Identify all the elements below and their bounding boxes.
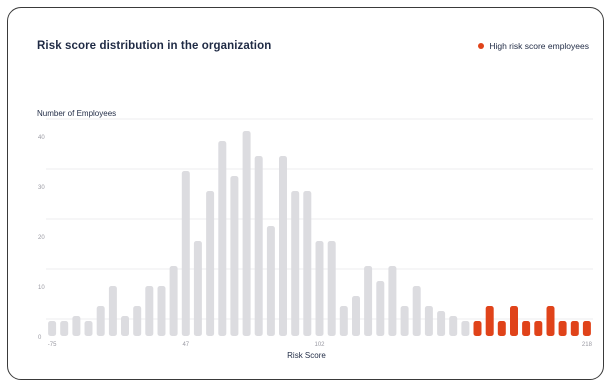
bar-high-risk xyxy=(497,321,506,336)
bar-layer xyxy=(48,131,591,336)
bar-high-risk xyxy=(582,321,591,336)
bar xyxy=(133,306,142,336)
bar xyxy=(108,286,117,336)
x-tick-label: -75 xyxy=(48,342,57,348)
y-axis-label: Number of Employees xyxy=(37,109,117,118)
bar-high-risk xyxy=(534,321,543,336)
y-tick-label: 40 xyxy=(38,135,45,141)
bar-high-risk xyxy=(473,321,482,336)
chart-title: Risk score distribution in the organizat… xyxy=(37,40,272,52)
x-axis-label: Risk Score xyxy=(287,351,326,360)
y-tick-label: 10 xyxy=(38,285,45,291)
bar xyxy=(218,141,227,336)
bar xyxy=(60,321,69,336)
x-tick-label: 47 xyxy=(182,342,189,348)
bar xyxy=(303,191,312,336)
bar xyxy=(461,321,470,336)
bar xyxy=(145,286,154,336)
bar-high-risk xyxy=(522,321,531,336)
legend-swatch-high-risk xyxy=(478,43,485,49)
bar xyxy=(169,266,178,336)
x-tick-label: 218 xyxy=(582,342,593,348)
bar xyxy=(254,156,263,336)
y-tick-label: 30 xyxy=(38,185,45,191)
bar xyxy=(424,306,433,336)
bar xyxy=(72,316,81,336)
bar xyxy=(352,296,360,336)
bar xyxy=(279,156,287,336)
bar xyxy=(400,306,409,336)
bar-high-risk xyxy=(570,321,579,336)
bar xyxy=(230,176,239,336)
bar xyxy=(339,306,348,336)
y-tick-label: 0 xyxy=(38,335,42,341)
bar-high-risk xyxy=(510,306,518,336)
bar xyxy=(327,241,336,336)
bar xyxy=(181,171,190,336)
bar xyxy=(121,316,129,336)
bar xyxy=(315,241,324,336)
bar xyxy=(437,311,446,336)
bar xyxy=(242,131,251,336)
legend-label-high-risk: High risk score employees xyxy=(489,41,589,51)
bar-high-risk xyxy=(485,306,494,336)
bar xyxy=(376,281,385,336)
x-tick-labels: -75 47 102 218 xyxy=(48,342,593,348)
bar xyxy=(412,286,421,336)
bar xyxy=(193,241,202,336)
bar xyxy=(388,266,397,336)
bar xyxy=(266,226,275,336)
x-tick-label: 102 xyxy=(314,342,325,348)
bar-high-risk xyxy=(546,306,555,336)
bar xyxy=(157,286,166,336)
bar xyxy=(48,321,57,336)
bar xyxy=(364,266,373,336)
y-tick-label: 20 xyxy=(38,235,45,241)
bar xyxy=(96,306,105,336)
bar xyxy=(84,321,93,336)
bar xyxy=(449,316,458,336)
bar xyxy=(206,191,215,336)
bar-high-risk xyxy=(558,321,567,336)
legend: High risk score employees xyxy=(478,41,589,51)
histogram-plot: 0 10 20 30 40 -75 47 102 218 xyxy=(38,118,593,348)
chart-card: Risk score distribution in the organizat… xyxy=(7,7,604,380)
bar xyxy=(291,191,300,336)
y-tick-labels: 0 10 20 30 40 xyxy=(38,135,45,341)
